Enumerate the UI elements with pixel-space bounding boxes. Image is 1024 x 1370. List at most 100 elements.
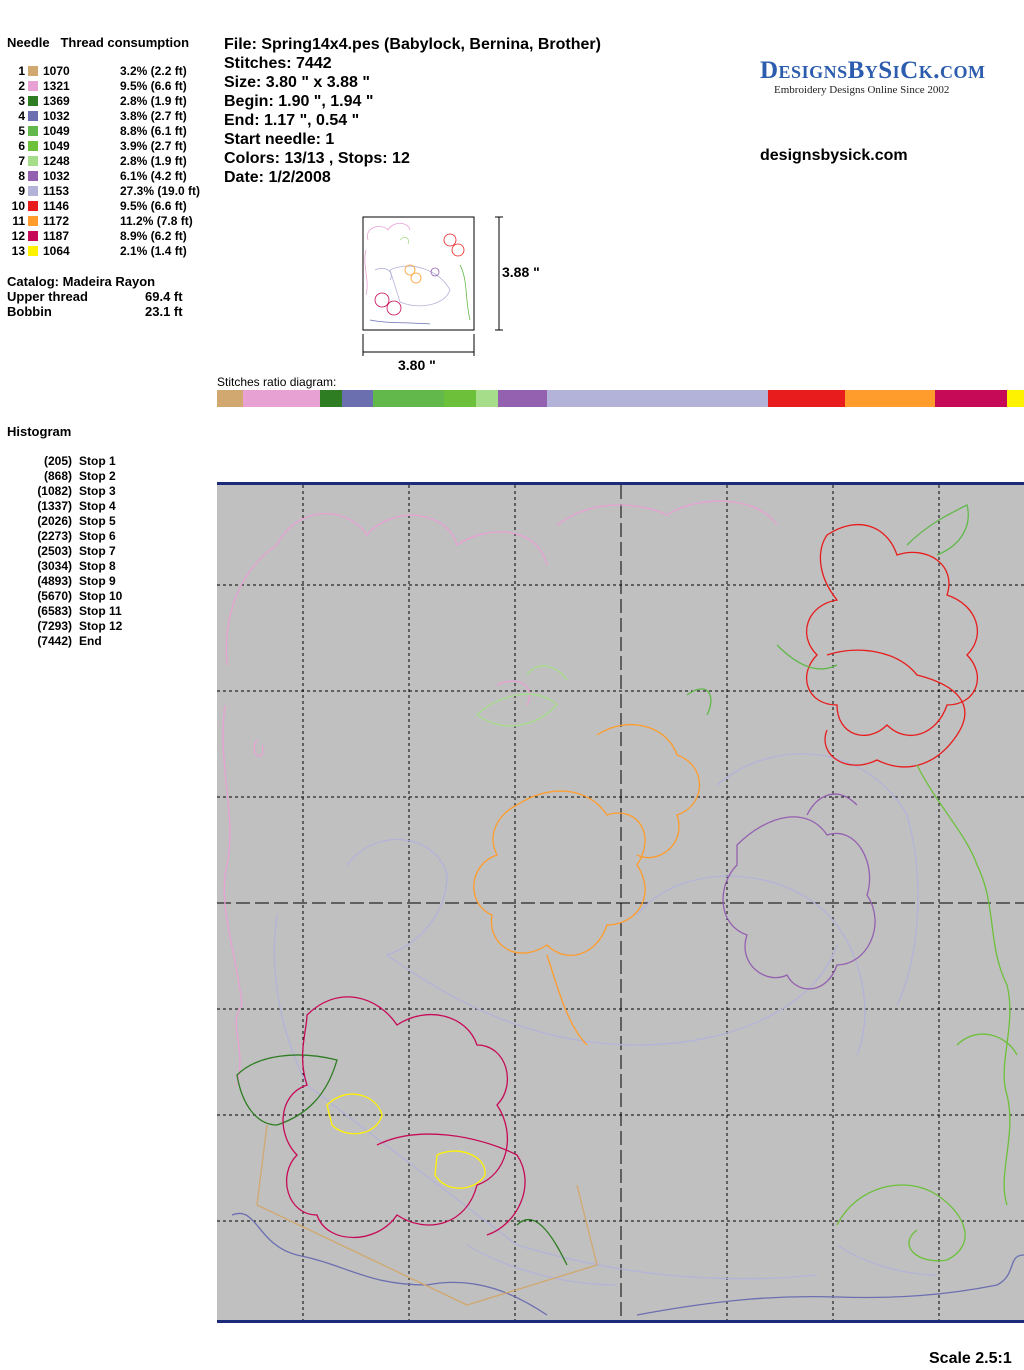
logo-wordmark: DesignsBySiCk.com	[760, 57, 986, 84]
thread-consumption: 2.8% (1.9 ft)	[120, 94, 187, 108]
stop-stitch-count: (1082)	[37, 484, 72, 498]
thread-code: 1146	[43, 199, 70, 213]
ratio-segment	[342, 390, 373, 407]
needle-number: 10	[11, 199, 25, 213]
needle-row: 3 1369 2.8% (1.9 ft)	[0, 94, 215, 109]
thread-color-swatch	[28, 141, 38, 151]
bobbin-value: 23.1 ft	[145, 304, 183, 319]
stop-label: Stop 8	[79, 559, 116, 573]
thread-color-swatch	[28, 81, 38, 91]
thread-consumption: 27.3% (19.0 ft)	[120, 184, 201, 198]
needle-number: 1	[18, 64, 25, 78]
stop-stitch-count: (868)	[43, 469, 72, 483]
needle-row: 12 1187 8.9% (6.2 ft)	[0, 229, 215, 244]
stop-stitch-count: (3034)	[37, 559, 72, 573]
stop-label: Stop 2	[79, 469, 116, 483]
thread-color-swatch	[28, 111, 38, 121]
thread-code: 1187	[43, 229, 70, 243]
thread-consumption: 3.9% (2.7 ft)	[120, 139, 187, 153]
stop-stitch-count: (2273)	[37, 529, 72, 543]
design-canvas	[217, 482, 1024, 1323]
thread-color-swatch	[28, 171, 38, 181]
thread-consumption: 11.2% (7.8 ft)	[120, 214, 193, 228]
stop-label: Stop 4	[79, 499, 116, 513]
thread-consumption: 8.8% (6.1 ft)	[120, 124, 187, 138]
ratio-segment	[242, 390, 320, 407]
center-lines	[217, 485, 1024, 1320]
stop-label: Stop 9	[79, 574, 116, 588]
thread-color-swatch	[28, 156, 38, 166]
thread-code: 1064	[43, 244, 70, 258]
stop-stitch-count: (6583)	[37, 604, 72, 618]
thread-code: 1049	[43, 124, 70, 138]
stop-stitch-count: (2026)	[37, 514, 72, 528]
histogram-row: (2503) Stop 7	[0, 544, 215, 559]
design-date: Date: 1/2/2008	[224, 169, 331, 186]
thread-consumption: 6.1% (4.2 ft)	[120, 169, 187, 183]
needle-row: 5 1049 8.8% (6.1 ft)	[0, 124, 215, 139]
stop-label: Stop 12	[79, 619, 123, 633]
design-canvas-graphic	[217, 485, 1024, 1320]
needle-number: 2	[18, 79, 25, 93]
thread-color-swatch	[28, 66, 38, 76]
stop-label: Stop 3	[79, 484, 116, 498]
thread-color-swatch	[28, 186, 38, 196]
ratio-segment	[498, 390, 548, 407]
ratio-segment	[372, 390, 444, 407]
stop-label: Stop 1	[79, 454, 116, 468]
catalog-label: Catalog: Madeira Rayon	[7, 274, 156, 289]
stop-label: Stop 5	[79, 514, 116, 528]
needle-table: 1 1070 3.2% (2.2 ft) 2 1321 9.5% (6.6 ft) 3 136…	[0, 64, 215, 264]
ratio-segment	[319, 390, 343, 407]
website-link[interactable]: designsbysick.com	[760, 147, 908, 164]
begin-point: Begin: 1.90 ", 1.94 "	[224, 93, 374, 110]
ratio-segment	[475, 390, 499, 407]
end-point: End: 1.17 ", 0.54 "	[224, 112, 360, 129]
colors-stops: Colors: 13/13 , Stops: 12	[224, 150, 410, 167]
scale-label: Scale 2.5:1	[929, 1350, 1012, 1367]
thread-color-swatch	[28, 216, 38, 226]
needle-row: 2 1321 9.5% (6.6 ft)	[0, 79, 215, 94]
ratio-diagram-label: Stitches ratio diagram:	[217, 375, 337, 389]
ratio-segment	[547, 390, 768, 407]
thread-color-swatch	[28, 126, 38, 136]
upper-thread-label: Upper thread	[7, 289, 88, 304]
stop-label: Stop 11	[79, 604, 122, 618]
stitch-count: Stitches: 7442	[224, 55, 332, 72]
histogram-row: (2026) Stop 5	[0, 514, 215, 529]
thread-color-swatch	[28, 96, 38, 106]
needle-number: 6	[18, 139, 25, 153]
histogram-list: (205) Stop 1 (868) Stop 2 (1082) Stop 3 (1337)…	[0, 454, 215, 654]
thread-code: 1049	[43, 139, 70, 153]
ratio-segment	[1007, 390, 1024, 407]
stop-label: End	[79, 634, 102, 648]
needle-row: 9 1153 27.3% (19.0 ft)	[0, 184, 215, 199]
needle-row: 4 1032 3.8% (2.7 ft)	[0, 109, 215, 124]
brand-logo: DesignsBySiCk.com Embroidery Designs Onl…	[760, 57, 1000, 97]
needle-row: 11 1172 11.2% (7.8 ft)	[0, 214, 215, 229]
ratio-segment	[844, 390, 936, 407]
stop-stitch-count: (1337)	[37, 499, 72, 513]
thread-consumption: 3.8% (2.7 ft)	[120, 109, 187, 123]
histogram-row: (205) Stop 1	[0, 454, 215, 469]
histogram-row: (2273) Stop 6	[0, 529, 215, 544]
histogram-row: (7442) End	[0, 634, 215, 649]
thread-color-swatch	[28, 246, 38, 256]
thread-consumption: 3.2% (2.2 ft)	[120, 64, 187, 78]
logo-tagline: Embroidery Designs Online Since 2002	[774, 84, 950, 96]
upper-thread-value: 69.4 ft	[145, 289, 183, 304]
needle-row: 1 1070 3.2% (2.2 ft)	[0, 64, 215, 79]
thread-consumption: 9.5% (6.6 ft)	[120, 79, 187, 93]
histogram-row: (1082) Stop 3	[0, 484, 215, 499]
needle-row: 8 1032 6.1% (4.2 ft)	[0, 169, 215, 184]
thread-code: 1153	[43, 184, 70, 198]
thread-code: 1172	[43, 214, 70, 228]
stitches-ratio-bar	[217, 390, 1024, 407]
needle-number: 13	[11, 244, 25, 258]
needle-number: 4	[18, 109, 25, 123]
thread-code: 1248	[43, 154, 70, 168]
start-needle: Start needle: 1	[224, 131, 335, 148]
thread-color-swatch	[28, 201, 38, 211]
needle-number: 7	[18, 154, 25, 168]
needle-number: 9	[18, 184, 25, 198]
